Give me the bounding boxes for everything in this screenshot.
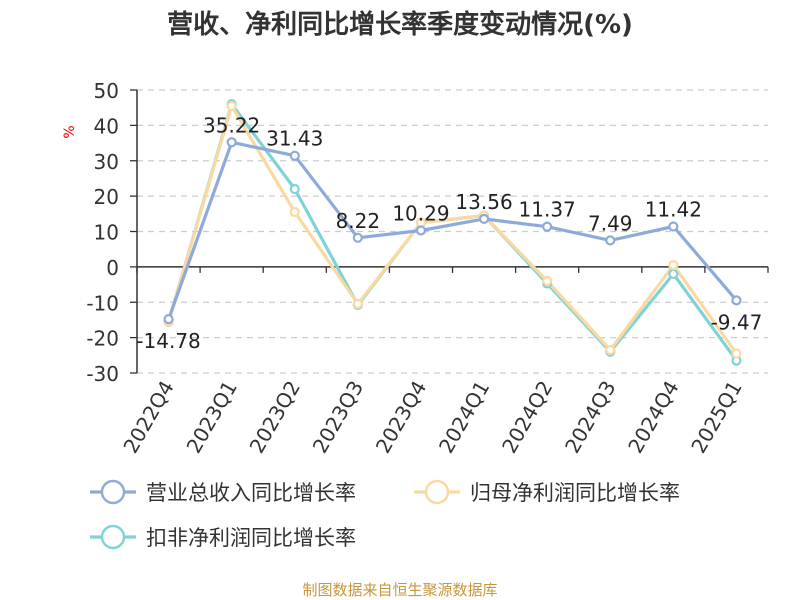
x-tick-label: 2024Q1: [434, 377, 494, 458]
x-tick-label: 2024Q2: [497, 377, 557, 458]
x-tick-label: 2024Q4: [623, 377, 683, 458]
legend-swatch-marker: [100, 524, 126, 550]
y-tick-label: 10: [94, 221, 119, 245]
data-label: 10.29: [392, 201, 449, 225]
data-label: 31.43: [266, 127, 323, 151]
y-tick-label: -30: [86, 362, 119, 386]
series-points: [163, 99, 742, 366]
data-point: [731, 348, 742, 359]
y-tick-label: 40: [94, 114, 119, 138]
x-tick-label: 2022Q4: [118, 377, 178, 458]
data-label: 13.56: [455, 190, 512, 214]
data-point: [415, 225, 427, 236]
data-label: -9.47: [711, 310, 763, 334]
data-label: -14.78: [136, 329, 200, 353]
data-label: 7.49: [588, 211, 633, 235]
data-point: [289, 206, 300, 218]
data-label: 35.22: [203, 113, 260, 137]
series-line-1: [167, 140, 738, 320]
y-tick-label: 0: [106, 256, 119, 280]
y-axis-label: %: [62, 125, 78, 138]
data-point: [668, 268, 679, 280]
data-label: 8.22: [336, 209, 381, 233]
data-point: [352, 298, 363, 310]
x-tick-label: 2023Q3: [308, 377, 368, 458]
x-tick-label: 2023Q4: [371, 377, 431, 458]
legend-label: 扣非净利润同比增长率: [146, 526, 356, 550]
data-point: [605, 344, 616, 356]
data-point: [668, 221, 679, 232]
y-tick-label: 50: [94, 79, 119, 103]
y-tick-label: -10: [86, 291, 119, 315]
x-axis: 2022Q4 2023Q1 2023Q2 2023Q3 2023Q4 2024Q1 2024…: [118, 266, 769, 458]
data-point: [542, 275, 553, 287]
data-label: 11.42: [645, 197, 702, 221]
y-tick-label: 30: [94, 150, 119, 174]
data-point: [352, 232, 363, 243]
data-point: [542, 221, 553, 232]
legend-label: 归母净利润同比增长率: [470, 481, 680, 505]
data-point: [731, 295, 742, 306]
x-tick-label: 2025Q1: [686, 377, 746, 458]
legend-label: 营业总收入同比增长率: [146, 481, 356, 505]
source-note: 制图数据来自恒生聚源数据库: [302, 581, 497, 599]
data-label: 11.37: [519, 198, 576, 222]
data-point: [605, 235, 616, 246]
legend-swatch-marker: [100, 479, 126, 505]
x-tick-label: 2024Q3: [560, 377, 620, 458]
data-point: [289, 150, 300, 161]
data-point: [226, 137, 237, 148]
y-axis: 50 40 30 20 10 0 -10 -20 -30: [86, 79, 138, 386]
series-lines: [167, 102, 738, 362]
data-point: [163, 314, 174, 325]
chart-title: 营收、净利同比增长率季度变动情况(%): [167, 9, 633, 40]
data-point: [289, 183, 300, 195]
y-tick-label: -20: [86, 327, 119, 351]
legend-swatch-marker: [424, 479, 450, 505]
data-point: [668, 260, 679, 271]
x-tick-label: 2023Q2: [245, 377, 305, 458]
x-tick-label: 2023Q1: [182, 377, 242, 458]
series-line-2: [167, 104, 738, 355]
y-tick-label: 20: [94, 185, 119, 209]
data-point: [226, 100, 237, 112]
data-point: [478, 213, 490, 225]
